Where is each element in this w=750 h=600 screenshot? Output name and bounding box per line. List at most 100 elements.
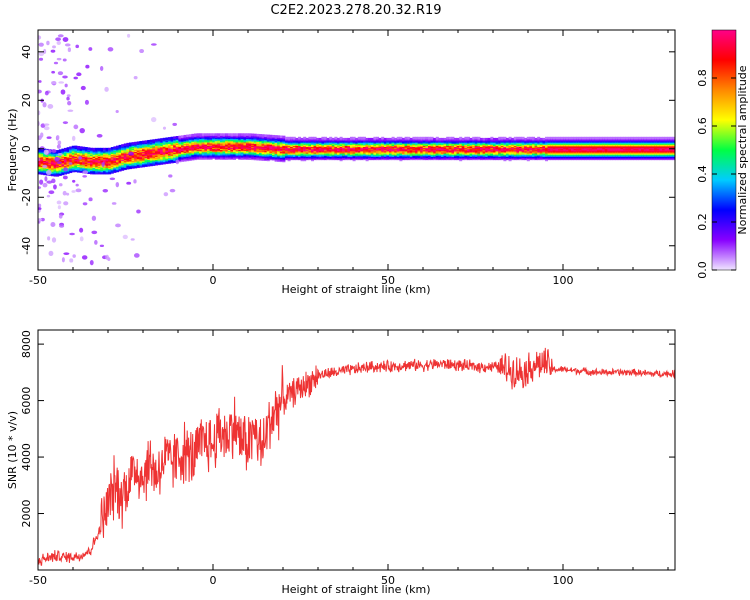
heatmap-cell xyxy=(131,142,135,145)
heatmap-cell xyxy=(329,136,333,140)
heatmap-cell xyxy=(381,136,385,140)
heatmap-cell xyxy=(477,136,481,140)
heatmap-cell xyxy=(269,134,273,138)
heatmap-cell xyxy=(394,137,398,141)
heatmap-cell xyxy=(446,136,450,140)
heatmap-cell xyxy=(368,137,372,141)
heatmap-cell xyxy=(420,136,424,140)
heatmap-cell xyxy=(378,137,382,141)
heatmap-cell xyxy=(459,136,463,140)
heatmap-cell xyxy=(126,142,130,146)
heatmap-cell xyxy=(308,136,312,140)
heatmap-cell xyxy=(508,136,512,140)
heatmap-cell xyxy=(480,137,483,141)
heatmap-cell xyxy=(610,136,613,140)
heatmap-cell xyxy=(651,136,655,140)
heatmap-cell xyxy=(524,137,528,141)
heatmap-cell xyxy=(225,133,229,136)
heatmap-cell xyxy=(181,135,184,138)
heatmap-cell xyxy=(256,133,260,137)
heatmap-cell xyxy=(563,136,567,140)
heatmap-cell xyxy=(565,136,569,140)
heatmap-cell xyxy=(352,136,356,140)
heatmap-cell xyxy=(376,136,379,140)
heatmap-cell xyxy=(490,136,494,140)
heatmap-cell xyxy=(290,136,294,140)
heatmap-cell xyxy=(95,147,99,151)
heatmap-cell xyxy=(251,133,255,137)
heatmap-cell xyxy=(550,136,554,140)
heatmap-cell xyxy=(188,134,192,137)
heatmap-cell xyxy=(92,147,96,151)
heatmap-cell xyxy=(430,136,434,140)
heatmap-cell xyxy=(217,133,221,136)
heatmap-cell xyxy=(581,136,585,140)
heatmap-cell xyxy=(204,133,208,136)
heatmap-cell xyxy=(326,137,330,141)
heatmap-cell xyxy=(61,148,65,152)
heatmap-cell xyxy=(230,133,234,136)
heatmap-cell xyxy=(178,135,182,139)
heatmap-cell xyxy=(467,136,470,140)
heatmap-cell xyxy=(305,137,309,141)
heatmap-cell xyxy=(404,136,408,140)
heatmap-cell xyxy=(246,133,249,136)
heatmap-cell xyxy=(576,136,580,140)
heatmap-cell xyxy=(121,144,125,147)
heatmap-cell xyxy=(160,138,164,141)
heatmap-cell xyxy=(168,137,171,140)
heatmap-cell xyxy=(461,137,465,141)
heatmap-cell xyxy=(87,147,91,151)
heatmap-cell xyxy=(391,136,395,140)
heatmap-cell xyxy=(422,136,426,140)
heatmap-cell xyxy=(155,138,158,142)
heatmap-cell xyxy=(201,133,205,136)
heatmap-cell xyxy=(615,136,619,140)
heatmap-cell xyxy=(552,136,556,140)
heatmap-cell xyxy=(248,133,252,136)
heatmap-cell xyxy=(264,134,268,138)
heatmap-cell xyxy=(425,136,429,140)
heatmap-cell xyxy=(199,133,203,136)
heatmap-cell xyxy=(623,136,626,140)
heatmap-cell xyxy=(285,136,288,140)
heatmap-cell xyxy=(542,137,546,141)
heatmap-cell xyxy=(474,136,478,140)
heatmap-cell xyxy=(472,136,476,140)
heatmap-cell xyxy=(469,137,473,141)
heatmap-cell xyxy=(493,137,496,141)
heatmap-cell xyxy=(79,146,83,149)
heatmap-cell xyxy=(84,147,88,150)
heatmap-cell xyxy=(342,137,346,141)
heatmap-cell xyxy=(350,136,353,140)
heatmap-cell xyxy=(152,139,156,142)
heatmap-cell xyxy=(638,136,642,140)
heatmap-cell xyxy=(233,133,236,136)
heatmap-cell xyxy=(443,137,447,141)
heatmap-cell xyxy=(186,134,190,138)
heatmap-cell xyxy=(519,136,522,140)
heatmap-cell xyxy=(337,137,340,141)
heatmap-cell xyxy=(157,138,161,142)
heatmap-cell xyxy=(209,133,213,136)
heatmap-cell xyxy=(643,136,647,140)
heatmap-cell xyxy=(599,136,603,140)
heatmap-cell xyxy=(303,136,307,140)
heatmap-cell xyxy=(630,136,634,140)
heatmap-cell xyxy=(147,139,151,143)
heatmap-cell xyxy=(547,136,551,140)
heatmap-cell xyxy=(399,136,403,140)
heatmap-cell xyxy=(235,133,239,136)
heatmap-cell xyxy=(417,136,421,140)
heatmap-cell xyxy=(243,133,247,136)
heatmap-cell xyxy=(602,136,606,140)
heatmap-cell xyxy=(56,150,60,153)
heatmap-cell xyxy=(646,136,650,140)
heatmap-cell xyxy=(116,145,119,149)
heatmap-cell xyxy=(641,136,645,140)
heatmap-cell xyxy=(454,137,457,141)
heatmap-cell xyxy=(516,136,520,140)
heatmap-cell xyxy=(407,136,411,140)
heatmap-cell xyxy=(433,137,437,141)
heatmap-cell xyxy=(594,136,598,140)
